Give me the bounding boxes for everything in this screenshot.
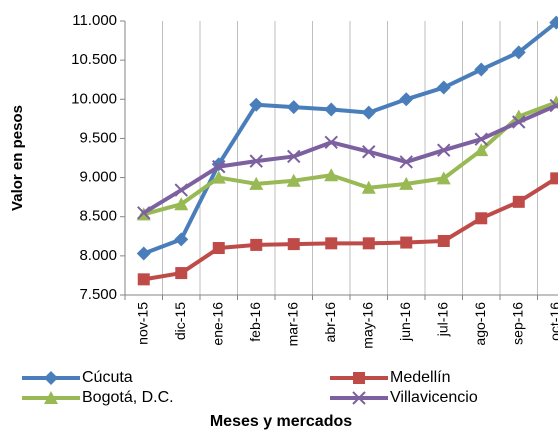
legend-marker (352, 391, 366, 405)
data-point (474, 62, 489, 77)
data-point (137, 206, 151, 220)
y-tick-label: 11.000 (72, 12, 117, 29)
legend-marker (44, 391, 58, 404)
y-tick-label: 9.500 (79, 129, 117, 146)
legend-marker (44, 371, 58, 385)
data-point (399, 155, 413, 169)
data-point (137, 273, 150, 286)
data-point (249, 154, 263, 168)
data-point (512, 115, 526, 129)
data-point (474, 132, 488, 146)
data-point (211, 170, 226, 184)
data-point (324, 168, 339, 182)
data-point (325, 237, 338, 250)
data-point (400, 236, 413, 249)
legend-label: Cúcuta (82, 369, 133, 386)
y-tick-label: 7.500 (79, 286, 117, 303)
x-tick-label: may-16 (359, 302, 375, 349)
data-point (399, 176, 414, 190)
x-tick-label: jul-16 (434, 302, 450, 337)
data-point (174, 232, 189, 247)
x-tick-label: nov-15 (134, 302, 150, 345)
data-point (436, 80, 451, 95)
data-point (174, 197, 189, 211)
series-line (143, 20, 558, 256)
data-point (212, 242, 225, 255)
data-point (550, 172, 558, 185)
x-tick-label: ago-16 (472, 302, 488, 346)
legend-label: Medellín (390, 369, 450, 386)
data-point (324, 135, 338, 150)
x-tick-label: sep-16 (509, 302, 525, 345)
data-point (212, 159, 226, 174)
x-axis-label: Meses y mercados (210, 413, 352, 430)
series-line (143, 176, 558, 282)
y-tick-label: 8.000 (79, 247, 117, 264)
data-point (136, 246, 151, 261)
data-point (475, 212, 488, 225)
data-point (175, 267, 188, 280)
data-point (287, 238, 300, 251)
data-point (324, 102, 339, 117)
data-point (362, 237, 375, 250)
data-point (549, 15, 558, 30)
data-point (361, 180, 376, 194)
x-tick-label: oct-16 (547, 302, 558, 341)
data-point (286, 173, 301, 187)
y-tick-label: 10.000 (71, 90, 117, 107)
data-point (362, 145, 376, 159)
data-point (437, 234, 450, 247)
y-tick-label: 10.500 (71, 51, 117, 68)
data-point (250, 238, 263, 251)
data-point (474, 143, 489, 157)
data-point (437, 143, 451, 157)
data-point (361, 105, 376, 120)
y-axis-label: Valor en pesos (9, 105, 26, 211)
data-point (174, 183, 188, 197)
data-point (512, 195, 525, 208)
data-point (287, 149, 301, 164)
series-line (142, 103, 558, 215)
x-tick-label: abr-16 (322, 302, 338, 343)
x-tick-label: ene-16 (209, 302, 225, 346)
x-tick-label: mar-16 (284, 302, 300, 347)
legend-label: Bogotá, D.C. (82, 389, 174, 406)
x-tick-label: jun-16 (397, 302, 413, 342)
data-point (249, 176, 264, 190)
data-point (249, 97, 264, 112)
data-point (286, 100, 301, 115)
x-tick-label: dic-15 (172, 302, 188, 340)
legend-marker (353, 372, 365, 384)
x-tick-label: feb-16 (247, 302, 263, 342)
data-point (399, 92, 414, 107)
legend-label: Villavicencio (390, 389, 478, 406)
y-tick-label: 9.000 (79, 169, 117, 186)
y-tick-label: 8.500 (79, 208, 117, 225)
data-point (511, 45, 526, 60)
data-point (549, 98, 558, 113)
data-point (436, 171, 451, 185)
